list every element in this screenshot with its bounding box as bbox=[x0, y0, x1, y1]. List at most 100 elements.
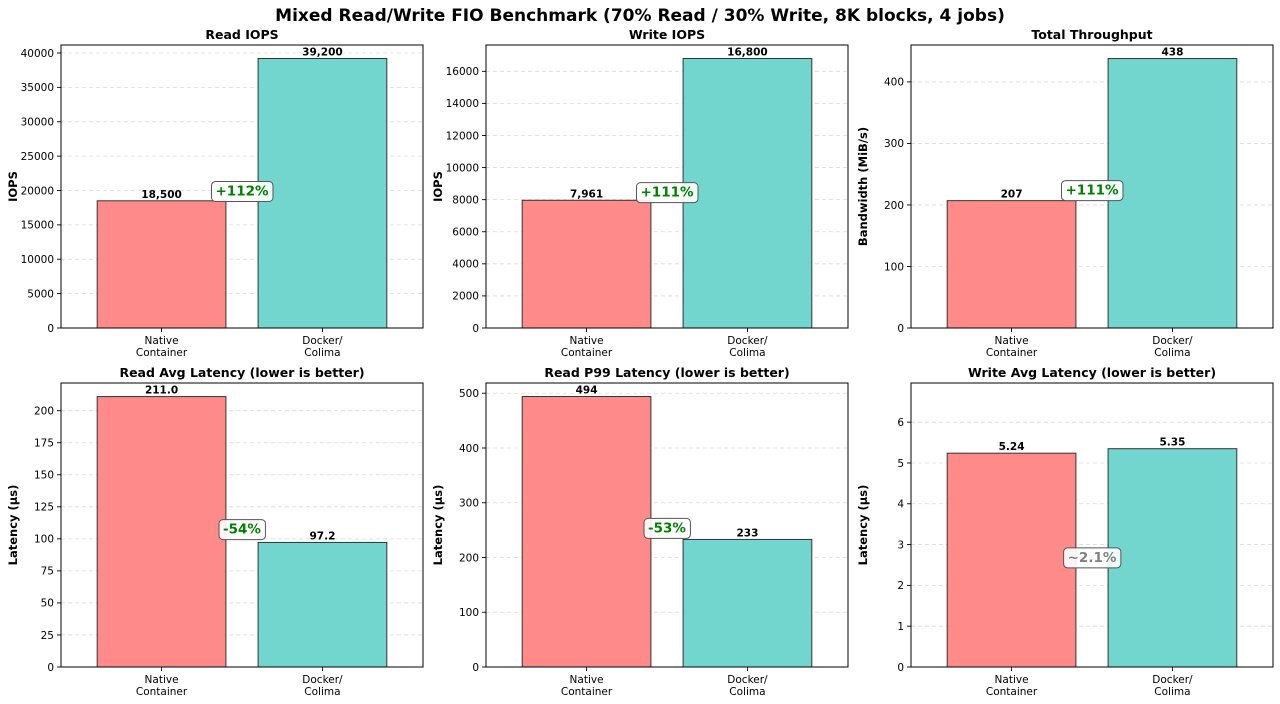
change-annotation-text: +112% bbox=[215, 183, 268, 199]
y-tick-label: 175 bbox=[34, 438, 54, 450]
change-annotation-text: +111% bbox=[1065, 183, 1118, 199]
x-tick-label: Native Container bbox=[986, 335, 1038, 359]
bar-native-container bbox=[96, 200, 227, 329]
bar-value-label: 7,961 bbox=[570, 188, 603, 200]
change-annotation-box bbox=[635, 182, 699, 204]
y-tick-label: 25 bbox=[41, 630, 54, 642]
x-tick-label: Native Container bbox=[136, 674, 188, 698]
change-annotation-box bbox=[1063, 547, 1122, 569]
y-tick-label: 2000 bbox=[452, 291, 479, 303]
chart-panel: Read P99 Latency (lower is better) 0 100 20… bbox=[431, 365, 849, 698]
change-annotation: -54% bbox=[218, 519, 266, 541]
chart-panel: Read Avg Latency (lower is better) 0 25 50 7… bbox=[6, 365, 424, 698]
y-tick-label: 3 bbox=[897, 539, 904, 551]
bar-docker-colima bbox=[682, 538, 813, 668]
bar-value-label: 39,200 bbox=[302, 46, 343, 58]
x-tick-label: Docker/Colima bbox=[1152, 335, 1193, 359]
subplot-title: Read P99 Latency (lower is better) bbox=[544, 365, 789, 380]
change-annotation-box bbox=[1060, 180, 1124, 202]
x-tick-label: Docker/Colima bbox=[1152, 674, 1193, 698]
bar-value-label: 494 bbox=[576, 385, 598, 397]
y-tick-label: 0 bbox=[47, 323, 54, 335]
change-annotation-text: -54% bbox=[223, 522, 261, 538]
subplot-title: Write Avg Latency (lower is better) bbox=[968, 365, 1216, 380]
y-tick-label: 1 bbox=[897, 621, 904, 633]
bar-value-label: 16,800 bbox=[727, 46, 768, 58]
chart-panel: Write IOPS 0 2000 4000 6000 8000 10000 12000 140… bbox=[431, 27, 849, 359]
y-tick-label: 0 bbox=[472, 323, 479, 335]
figure-title: Mixed Read/Write FIO Benchmark (70% Read… bbox=[275, 6, 1005, 26]
x-tick-label: Docker/Colima bbox=[302, 674, 343, 698]
change-annotation: -53% bbox=[643, 517, 691, 539]
y-tick-label: 150 bbox=[34, 470, 54, 482]
y-tick-label: 4000 bbox=[452, 259, 479, 271]
y-tick-label: 400 bbox=[884, 77, 904, 89]
y-tick-label: 50 bbox=[41, 598, 54, 610]
y-tick-label: 500 bbox=[459, 388, 479, 400]
y-tick-label: 300 bbox=[884, 138, 904, 150]
change-annotation: +112% bbox=[210, 180, 274, 202]
x-tick-label: Native Container bbox=[136, 335, 188, 359]
y-tick-label: 100 bbox=[459, 607, 479, 619]
bar-value-label: 233 bbox=[736, 527, 758, 539]
y-tick-label: 4 bbox=[897, 499, 904, 511]
y-tick-label: 16000 bbox=[446, 66, 479, 78]
change-annotation: ~2.1% bbox=[1063, 547, 1122, 569]
bar-value-label: 97.2 bbox=[309, 530, 335, 542]
y-tick-label: 12000 bbox=[446, 130, 479, 142]
y-tick-label: 8000 bbox=[452, 194, 479, 206]
bar-docker-colima bbox=[257, 541, 388, 668]
bar-value-label: 438 bbox=[1161, 47, 1183, 59]
x-tick-label: Native Container bbox=[986, 674, 1038, 698]
change-annotation-box bbox=[218, 519, 266, 541]
y-tick-label: 5000 bbox=[27, 288, 54, 300]
subplot-title: Read Avg Latency (lower is better) bbox=[119, 365, 364, 380]
axes-frame bbox=[60, 44, 424, 329]
y-tick-label: 125 bbox=[34, 502, 54, 514]
y-tick-label: 15000 bbox=[21, 220, 54, 232]
y-tick-label: 20000 bbox=[21, 185, 54, 197]
subplot-title: Write IOPS bbox=[629, 27, 705, 42]
x-tick-label: Docker/Colima bbox=[302, 335, 343, 359]
chart-panel: Read IOPS 0 5000 10000 15000 20000 25000 30000 3… bbox=[6, 27, 424, 359]
y-axis-label: IOPS bbox=[6, 171, 20, 202]
y-axis-label: Latency (μs) bbox=[431, 485, 445, 566]
bar-value-label: 211.0 bbox=[145, 385, 178, 397]
bar-native-container bbox=[96, 396, 227, 668]
y-tick-label: 30000 bbox=[21, 117, 54, 129]
y-tick-label: 100 bbox=[34, 534, 54, 546]
change-annotation-box bbox=[210, 180, 274, 202]
bar-value-label: 207 bbox=[1001, 189, 1023, 201]
y-tick-label: 2 bbox=[897, 580, 904, 592]
subplot-title: Read IOPS bbox=[205, 27, 278, 42]
axes-frame bbox=[60, 382, 424, 668]
y-tick-label: 14000 bbox=[446, 98, 479, 110]
y-axis-label: Bandwidth (MiB/s) bbox=[856, 127, 870, 246]
bar-native-container bbox=[946, 200, 1077, 329]
bar-native-container bbox=[521, 396, 652, 668]
bar-docker-colima bbox=[682, 57, 813, 329]
y-tick-label: 6000 bbox=[452, 227, 479, 239]
chart-panel: Write Avg Latency (lower is better) 0 1 2 3 4… bbox=[856, 365, 1274, 698]
y-tick-label: 300 bbox=[459, 498, 479, 510]
change-annotation-text: ~2.1% bbox=[1068, 550, 1117, 566]
y-tick-label: 100 bbox=[884, 261, 904, 273]
bar-docker-colima bbox=[257, 57, 388, 329]
y-tick-label: 75 bbox=[41, 566, 54, 578]
y-tick-label: 0 bbox=[472, 662, 479, 674]
y-tick-label: 5 bbox=[897, 458, 904, 470]
change-annotation: +111% bbox=[1060, 180, 1124, 202]
bar-native-container bbox=[521, 199, 652, 329]
chart-panel: Total Throughput 0 100 200 300 400 Bandwidth (… bbox=[856, 27, 1274, 359]
y-tick-label: 200 bbox=[884, 200, 904, 212]
y-tick-label: 0 bbox=[47, 662, 54, 674]
axes-frame bbox=[485, 382, 849, 668]
bar-docker-colima bbox=[1107, 58, 1238, 329]
bar-native-container bbox=[946, 452, 1077, 668]
x-tick-label: Native Container bbox=[561, 335, 613, 359]
y-tick-label: 10000 bbox=[21, 254, 54, 266]
y-axis-label: Latency (μs) bbox=[6, 485, 20, 566]
y-tick-label: 40000 bbox=[21, 48, 54, 60]
change-annotation-text: +111% bbox=[640, 185, 693, 201]
